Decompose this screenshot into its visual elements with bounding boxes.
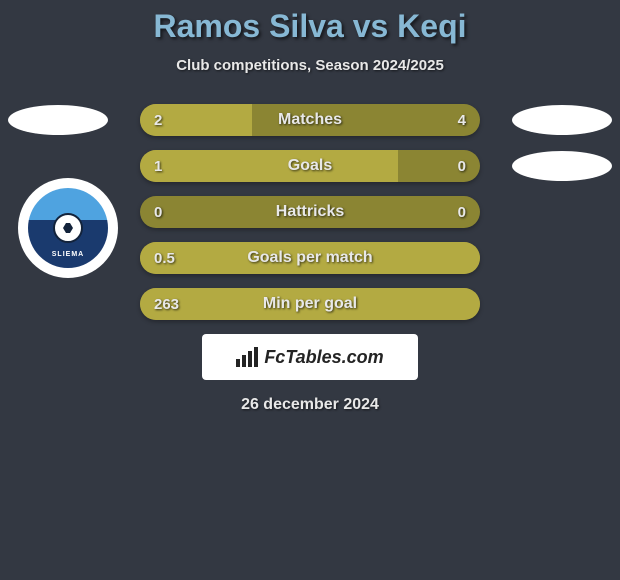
stat-label: Hattricks xyxy=(276,203,344,221)
stat-bar: 2 Matches 4 xyxy=(140,104,480,136)
stat-value-right: 0 xyxy=(458,158,466,175)
stat-bar: 0.5 Goals per match xyxy=(140,242,480,274)
player-badge-right xyxy=(512,151,612,181)
stat-value-right: 4 xyxy=(458,112,466,129)
snapshot-date: 26 december 2024 xyxy=(0,396,620,414)
stat-label: Min per goal xyxy=(263,295,357,313)
bar-chart-icon xyxy=(236,347,258,367)
stat-bar: 263 Min per goal xyxy=(140,288,480,320)
player-badge-right xyxy=(512,105,612,135)
stat-row: 2 Matches 4 xyxy=(0,104,620,136)
player-badge-left xyxy=(8,105,108,135)
stat-value-right: 0 xyxy=(458,204,466,221)
stat-value-left: 0 xyxy=(154,204,162,221)
bar-fill-left xyxy=(140,150,398,182)
stat-row: 263 Min per goal xyxy=(0,288,620,320)
stat-value-left: 263 xyxy=(154,296,179,313)
watermark-badge: FcTables.com xyxy=(202,334,418,380)
stat-value-left: 0.5 xyxy=(154,250,175,267)
season-subtitle: Club competitions, Season 2024/2025 xyxy=(0,57,620,74)
stat-row: 1 Goals 0 xyxy=(0,150,620,182)
stat-value-left: 1 xyxy=(154,158,162,175)
page-title: Ramos Silva vs Keqi xyxy=(0,8,620,45)
player-club-badge-left: SLIEMA xyxy=(18,178,118,278)
stat-label: Goals xyxy=(288,157,332,175)
stat-value-left: 2 xyxy=(154,112,162,129)
watermark-text: FcTables.com xyxy=(264,347,383,368)
stat-bar: 0 Hattricks 0 xyxy=(140,196,480,228)
stat-bar: 1 Goals 0 xyxy=(140,150,480,182)
stat-label: Goals per match xyxy=(247,249,372,267)
stat-label: Matches xyxy=(278,111,342,129)
